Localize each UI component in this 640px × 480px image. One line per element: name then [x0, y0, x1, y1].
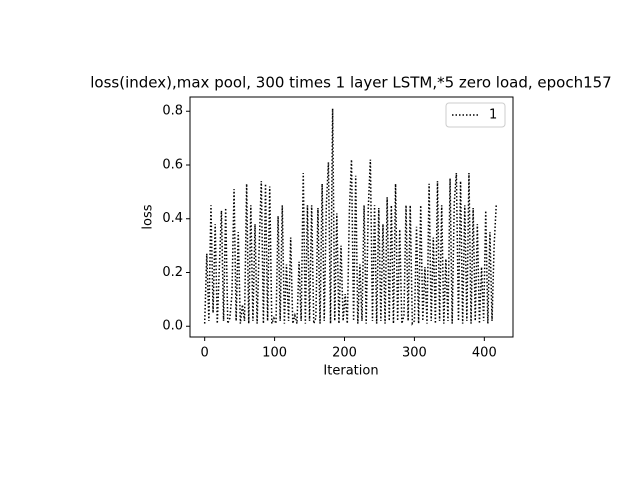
- y-axis-label: loss: [141, 204, 156, 229]
- x-tick-label: 200: [332, 346, 357, 361]
- plot-frame: [189, 96, 514, 338]
- y-tick-label: 0.4: [162, 211, 183, 226]
- y-tick-label: 0.6: [162, 157, 183, 172]
- x-tick-label: 300: [402, 346, 427, 361]
- x-axis-label: Iteration: [323, 364, 378, 379]
- legend-label: 1: [489, 108, 497, 123]
- y-tick-label: 0.2: [162, 265, 183, 280]
- y-tick-label: 0.8: [162, 104, 183, 119]
- x-tick-label: 100: [262, 346, 287, 361]
- x-tick-label: 0: [201, 346, 209, 361]
- chart-title: loss(index),max pool, 300 times 1 layer …: [90, 74, 611, 92]
- y-tick-label: 0.0: [162, 319, 183, 334]
- legend-box: [445, 102, 506, 128]
- series-line: [203, 108, 497, 326]
- x-tick-label: 400: [472, 346, 497, 361]
